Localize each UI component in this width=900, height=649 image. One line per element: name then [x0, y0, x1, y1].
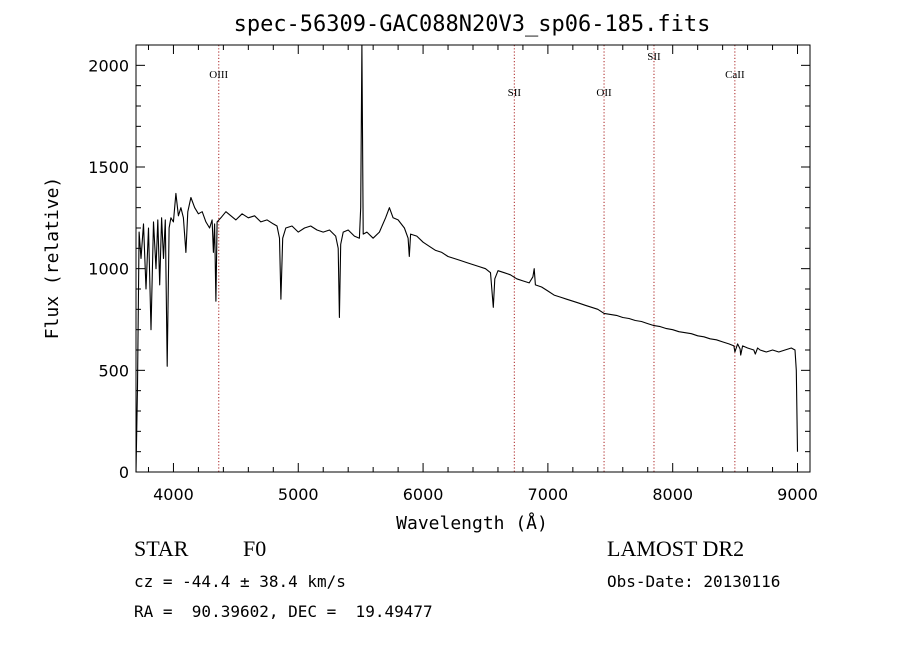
object-subclass: F0 [243, 536, 267, 561]
y-tick-label: 2000 [88, 56, 129, 75]
axes: 4000 5000 6000 7000 8000 9000 0 500 1000 1500 2000 [88, 44, 818, 504]
x-tick-label: 7000 [528, 485, 569, 504]
y-tick-label: 0 [119, 463, 129, 482]
spectral-line-label: OIII [209, 69, 228, 81]
plot-area: OIII SII OII SII CaII [135, 44, 799, 473]
spectral-line-label: CaII [725, 69, 745, 81]
x-tick-label: 4000 [153, 485, 194, 504]
y-axis-label: Flux (relative) [42, 177, 63, 340]
spectral-line-label: SII [647, 51, 661, 63]
spectral-line-label: SII [508, 87, 522, 99]
x-axis-label: Wavelength (Å) [396, 512, 548, 534]
coordinates-text: RA = 90.39602, DEC = 19.49477 [134, 602, 433, 621]
x-tick-label: 5000 [278, 485, 319, 504]
chart-title: spec-56309-GAC088N20V3_sp06-185.fits [234, 12, 711, 37]
y-tick-label: 500 [98, 361, 129, 380]
y-tick-label: 1500 [88, 158, 129, 177]
survey-label: LAMOST DR2 [607, 536, 745, 561]
x-tick-label: 8000 [652, 485, 693, 504]
plot-frame [135, 44, 811, 473]
x-tick-label: 6000 [403, 485, 444, 504]
spectrum-series-line [135, 44, 799, 473]
spectral-line-label: OII [596, 87, 612, 99]
object-class: STAR [134, 536, 189, 561]
obs-date-text: Obs-Date: 20130116 [607, 572, 781, 591]
y-tick-label: 1000 [88, 260, 129, 279]
redshift-text: cz = -44.4 ± 38.4 km/s [134, 572, 346, 591]
x-tick-label: 9000 [777, 485, 818, 504]
